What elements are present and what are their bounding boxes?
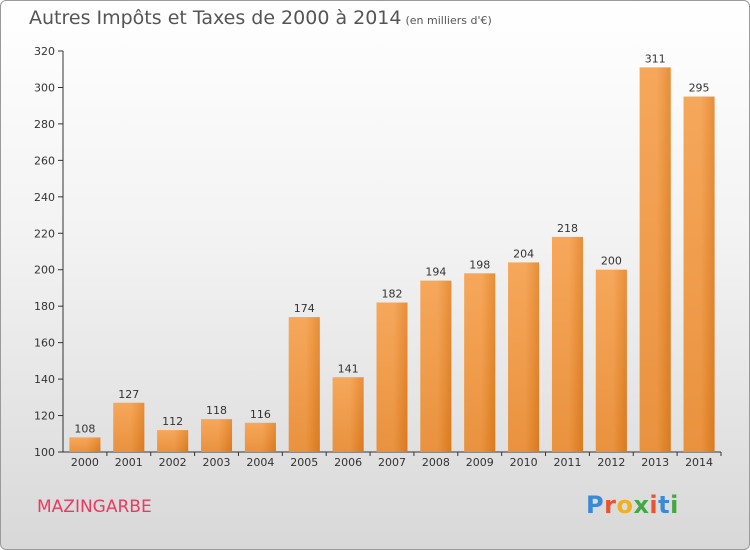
x-tick-label: 2004 (246, 456, 274, 469)
x-tick-label: 2013 (641, 456, 669, 469)
y-tick-label: 180 (34, 300, 55, 313)
data-label: 118 (206, 404, 227, 417)
y-tick-label: 300 (34, 81, 55, 94)
y-tick-label: 120 (34, 410, 55, 423)
bar-shade (201, 419, 233, 452)
x-tick-label: 2001 (115, 456, 143, 469)
data-label: 295 (689, 82, 710, 95)
data-label: 182 (382, 288, 403, 301)
logo-letter: t (658, 491, 671, 519)
y-tick-label: 240 (34, 191, 55, 204)
data-label: 141 (338, 362, 359, 375)
x-tick-label: 2003 (203, 456, 231, 469)
data-label: 218 (557, 222, 578, 235)
bar-shade (157, 430, 189, 452)
x-tick-label: 2006 (334, 456, 362, 469)
bar-shade (244, 422, 276, 452)
y-tick-label: 140 (34, 373, 55, 386)
logo-letter: P (586, 491, 605, 519)
bar-shade (639, 67, 671, 453)
bar-shade (551, 236, 583, 452)
place-name: MAZINGARBE (37, 497, 152, 517)
x-tick-label: 2010 (510, 456, 538, 469)
y-tick-label: 280 (34, 118, 55, 131)
x-tick-label: 2014 (685, 456, 713, 469)
logo-letter: o (616, 491, 634, 519)
y-tick-label: 320 (34, 45, 55, 58)
logo-letter: i (649, 491, 659, 519)
x-tick-label: 2005 (290, 456, 318, 469)
chart-title: Autres Impôts et Taxes de 2000 à 2014 (en… (29, 7, 492, 29)
bar-shade (113, 402, 145, 452)
x-tick-label: 2007 (378, 456, 406, 469)
data-label: 127 (118, 388, 139, 401)
data-label: 200 (601, 255, 622, 268)
bar-shade (376, 302, 408, 452)
y-tick-label: 200 (34, 264, 55, 277)
bar-shade (508, 262, 540, 452)
x-tick-label: 2009 (466, 456, 494, 469)
data-label: 116 (250, 408, 271, 421)
x-tick-label: 2011 (553, 456, 581, 469)
x-tick-label: 2012 (597, 456, 625, 469)
y-tick-label: 260 (34, 154, 55, 167)
bar-shade (464, 273, 496, 452)
data-label: 194 (425, 266, 446, 279)
logo-letter: i (670, 491, 679, 519)
data-label: 108 (74, 422, 95, 435)
bar-shade (288, 317, 320, 452)
bar-shade (420, 280, 452, 452)
data-label: 112 (162, 415, 183, 428)
data-label: 311 (645, 52, 666, 65)
y-tick-label: 220 (34, 227, 55, 240)
data-label: 204 (513, 247, 534, 260)
y-tick-label: 100 (34, 446, 55, 459)
x-tick-label: 2008 (422, 456, 450, 469)
unit-label: (en milliers d'€) (405, 14, 492, 27)
bar-shade (683, 96, 715, 453)
x-tick-label: 2000 (71, 456, 99, 469)
bar-shade (332, 377, 364, 452)
data-label: 198 (469, 258, 490, 271)
logo-letter: r (604, 491, 617, 519)
bar-shade (595, 269, 627, 452)
x-tick-label: 2002 (159, 456, 187, 469)
bar-shade (69, 437, 101, 452)
logo-letter: x (633, 491, 650, 519)
y-tick-label: 160 (34, 337, 55, 350)
data-label: 174 (294, 302, 315, 315)
title-text: Autres Impôts et Taxes de 2000 à 2014 (29, 7, 402, 29)
proxiti-logo: Proxiti (586, 491, 679, 519)
